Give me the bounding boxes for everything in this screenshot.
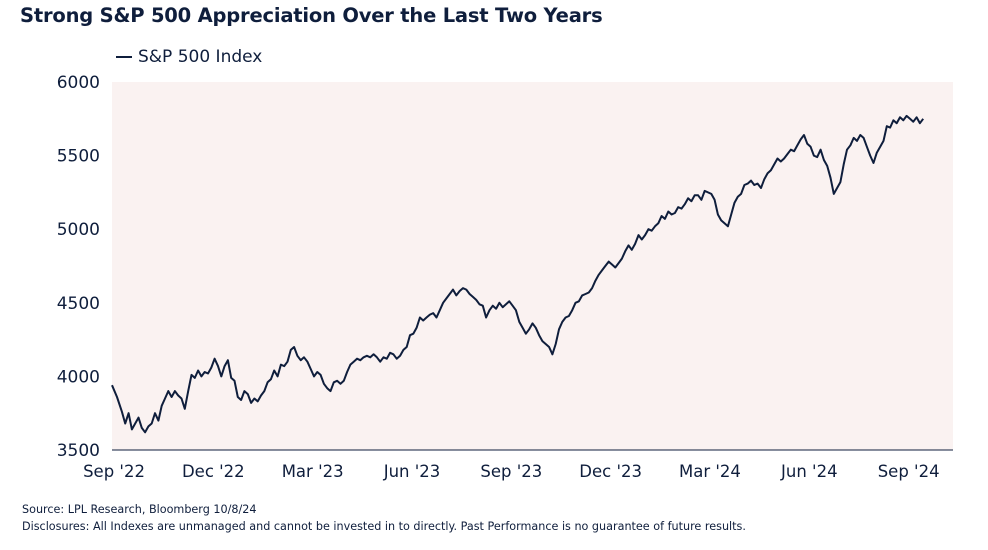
x-tick-label: Mar '23	[282, 462, 344, 481]
y-tick-label: 4500	[57, 294, 100, 314]
x-tick-label: Sep '24	[878, 462, 940, 481]
x-tick-label: Jun '23	[383, 462, 441, 481]
y-tick-label: 3500	[57, 441, 100, 461]
chart-title: Strong S&P 500 Appreciation Over the Las…	[20, 4, 603, 27]
legend-label: S&P 500 Index	[138, 47, 263, 67]
series-line-sp500	[111, 114, 924, 434]
y-tick-label: 6000	[57, 73, 100, 93]
y-tick-label: 5500	[57, 147, 100, 167]
legend-line-swatch	[116, 56, 132, 58]
x-tick-label: Sep '22	[83, 462, 145, 481]
legend: S&P 500 Index	[116, 47, 262, 67]
disclosure-note: Disclosures: All Indexes are unmanaged a…	[22, 520, 746, 533]
y-tick-label: 4000	[57, 367, 100, 387]
x-tick-label: Jun '24	[780, 462, 838, 481]
x-tick-label: Dec '23	[579, 462, 642, 481]
x-tick-label: Mar '24	[679, 462, 741, 481]
x-tick-label: Dec '22	[182, 462, 245, 481]
source-note: Source: LPL Research, Bloomberg 10/8/24	[22, 503, 257, 516]
plot-background	[112, 82, 953, 450]
x-tick-label: Sep '23	[480, 462, 542, 481]
y-tick-label: 5000	[57, 220, 100, 240]
